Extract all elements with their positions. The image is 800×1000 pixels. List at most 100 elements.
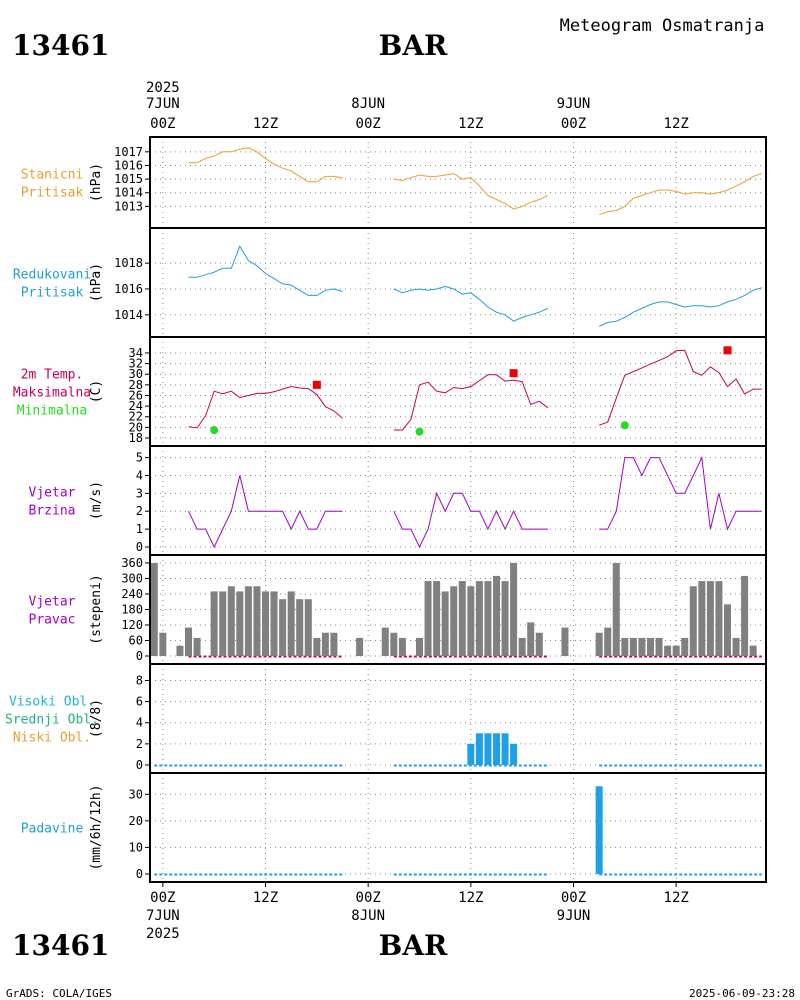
data-bar <box>467 586 475 656</box>
panel-label: 2m Temp. <box>21 368 84 383</box>
y-tick-label: 22 <box>129 410 143 424</box>
data-bar <box>698 581 706 656</box>
series-line <box>393 285 549 322</box>
day-label-top: 9JUN <box>557 96 591 112</box>
time-tick-label-bottom: 12Z <box>253 890 278 906</box>
y-tick-label: 0 <box>136 867 143 881</box>
y-tick-label: 1016 <box>114 158 143 172</box>
series-line <box>598 287 762 327</box>
y-axis-label: (m/s) <box>89 481 104 520</box>
data-bar <box>724 604 731 656</box>
data-bar <box>381 627 389 656</box>
panel-label: Niski Obl. <box>13 731 91 746</box>
data-bar <box>287 591 295 656</box>
panel-label: Srednji Obl. <box>5 713 99 728</box>
y-axis-label: (8/8) <box>89 699 104 738</box>
series-line <box>393 374 549 431</box>
max-temp-marker <box>509 369 518 378</box>
day-label-top: 7JUN <box>146 96 180 112</box>
time-tick-label-bottom: 12Z <box>458 890 483 906</box>
data-bar <box>296 599 304 656</box>
y-tick-label: 1016 <box>114 282 143 296</box>
y-tick-label: 4 <box>136 716 143 730</box>
y-tick-label: 32 <box>129 357 143 371</box>
data-bar <box>398 637 406 656</box>
y-tick-label: 0 <box>136 540 143 554</box>
data-bar <box>527 622 535 656</box>
data-bar <box>493 733 500 765</box>
y-tick-label: 6 <box>136 695 143 709</box>
time-tick-label-top: 12Z <box>458 116 483 132</box>
data-bar <box>475 733 483 765</box>
y-tick-label: 8 <box>136 673 143 687</box>
y-tick-label: 10 <box>129 840 143 854</box>
data-bar <box>244 586 252 656</box>
data-bar <box>484 581 492 656</box>
data-bar <box>458 581 466 656</box>
data-bar <box>219 591 227 656</box>
data-bar <box>210 591 218 656</box>
data-bar <box>193 637 201 656</box>
series-line <box>599 173 762 215</box>
data-bar <box>390 632 398 656</box>
min-temp-marker <box>210 426 219 435</box>
series-line <box>599 349 762 426</box>
panel-label: Pritisak <box>21 286 84 301</box>
series-line <box>188 475 343 549</box>
max-temp-marker <box>723 346 732 355</box>
time-tick-label-top: 00Z <box>356 116 381 132</box>
station-name-top: BAR <box>379 29 448 62</box>
min-temp-marker <box>415 427 424 436</box>
y-tick-label: 20 <box>129 420 143 434</box>
data-bar <box>510 563 518 656</box>
data-bar <box>655 637 663 656</box>
data-bar <box>595 632 603 656</box>
data-bar <box>535 632 543 656</box>
panel-frame <box>149 772 767 883</box>
data-bar <box>253 586 261 656</box>
day-label-bottom: 9JUN <box>557 908 591 924</box>
panel-label: Visoki Obl. <box>9 695 95 710</box>
year-label-bottom: 2025 <box>146 926 180 942</box>
data-bar <box>279 599 287 656</box>
y-tick-label: 4 <box>136 468 143 482</box>
data-bar <box>629 637 637 656</box>
y-tick-label: 30 <box>129 367 143 381</box>
time-tick-label-top: 12Z <box>664 116 689 132</box>
day-label-bottom: 7JUN <box>146 908 180 924</box>
time-tick-label-top: 12Z <box>253 116 278 132</box>
data-bar <box>647 637 654 656</box>
station-id-bottom: 13461 <box>12 929 109 962</box>
y-tick-label: 5 <box>136 451 143 465</box>
panel-wind-speed: 0 1 2 3 4 5 (m/s) Vjetar Brzina <box>29 445 767 556</box>
credit: GrADS: COLA/IGES <box>6 987 112 1000</box>
y-axis-label: (C) <box>89 380 104 403</box>
data-bar <box>467 743 475 765</box>
y-tick-label: 1017 <box>114 145 143 159</box>
data-bar <box>672 645 680 656</box>
max-temp-marker <box>312 380 321 389</box>
data-bar <box>416 637 423 656</box>
data-bar <box>441 591 449 656</box>
y-tick-label: 24 <box>129 399 143 413</box>
y-axis-label: (stepeni) <box>89 574 104 644</box>
data-bar <box>330 632 338 656</box>
series-line <box>188 385 343 429</box>
data-bar <box>664 645 672 656</box>
data-bar <box>501 733 509 765</box>
data-bar <box>424 581 432 656</box>
data-bar <box>689 586 697 656</box>
data-bar <box>176 645 184 656</box>
y-tick-label: 34 <box>129 346 143 360</box>
time-tick-label-top: 00Z <box>150 116 175 132</box>
y-axis-label: (mm/6h/12h) <box>89 784 104 870</box>
data-bar <box>612 563 620 656</box>
data-bar <box>159 632 167 656</box>
y-tick-label: 0 <box>136 649 143 663</box>
data-bar <box>227 586 235 656</box>
day-label-bottom: 8JUN <box>351 908 385 924</box>
data-bar <box>313 637 321 656</box>
data-bar <box>741 575 749 656</box>
station-id-top: 13461 <box>12 29 109 62</box>
